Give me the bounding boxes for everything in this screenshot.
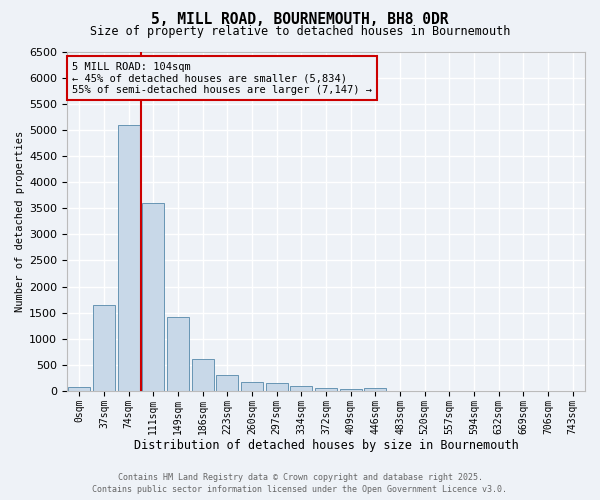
Bar [167,317,189,391]
Bar [290,386,313,391]
Bar [364,388,386,391]
Bar [93,305,115,391]
Bar [266,383,288,391]
Bar [340,390,362,391]
Text: Size of property relative to detached houses in Bournemouth: Size of property relative to detached ho… [90,25,510,38]
Y-axis label: Number of detached properties: Number of detached properties [15,130,25,312]
Bar [191,359,214,391]
Text: Contains HM Land Registry data © Crown copyright and database right 2025.
Contai: Contains HM Land Registry data © Crown c… [92,472,508,494]
Text: 5, MILL ROAD, BOURNEMOUTH, BH8 0DR: 5, MILL ROAD, BOURNEMOUTH, BH8 0DR [151,12,449,28]
Bar [315,388,337,391]
Bar [216,375,238,391]
Bar [68,387,91,391]
Text: 5 MILL ROAD: 104sqm
← 45% of detached houses are smaller (5,834)
55% of semi-det: 5 MILL ROAD: 104sqm ← 45% of detached ho… [72,62,372,95]
X-axis label: Distribution of detached houses by size in Bournemouth: Distribution of detached houses by size … [134,440,518,452]
Bar [241,382,263,391]
Bar [118,124,140,391]
Bar [142,203,164,391]
